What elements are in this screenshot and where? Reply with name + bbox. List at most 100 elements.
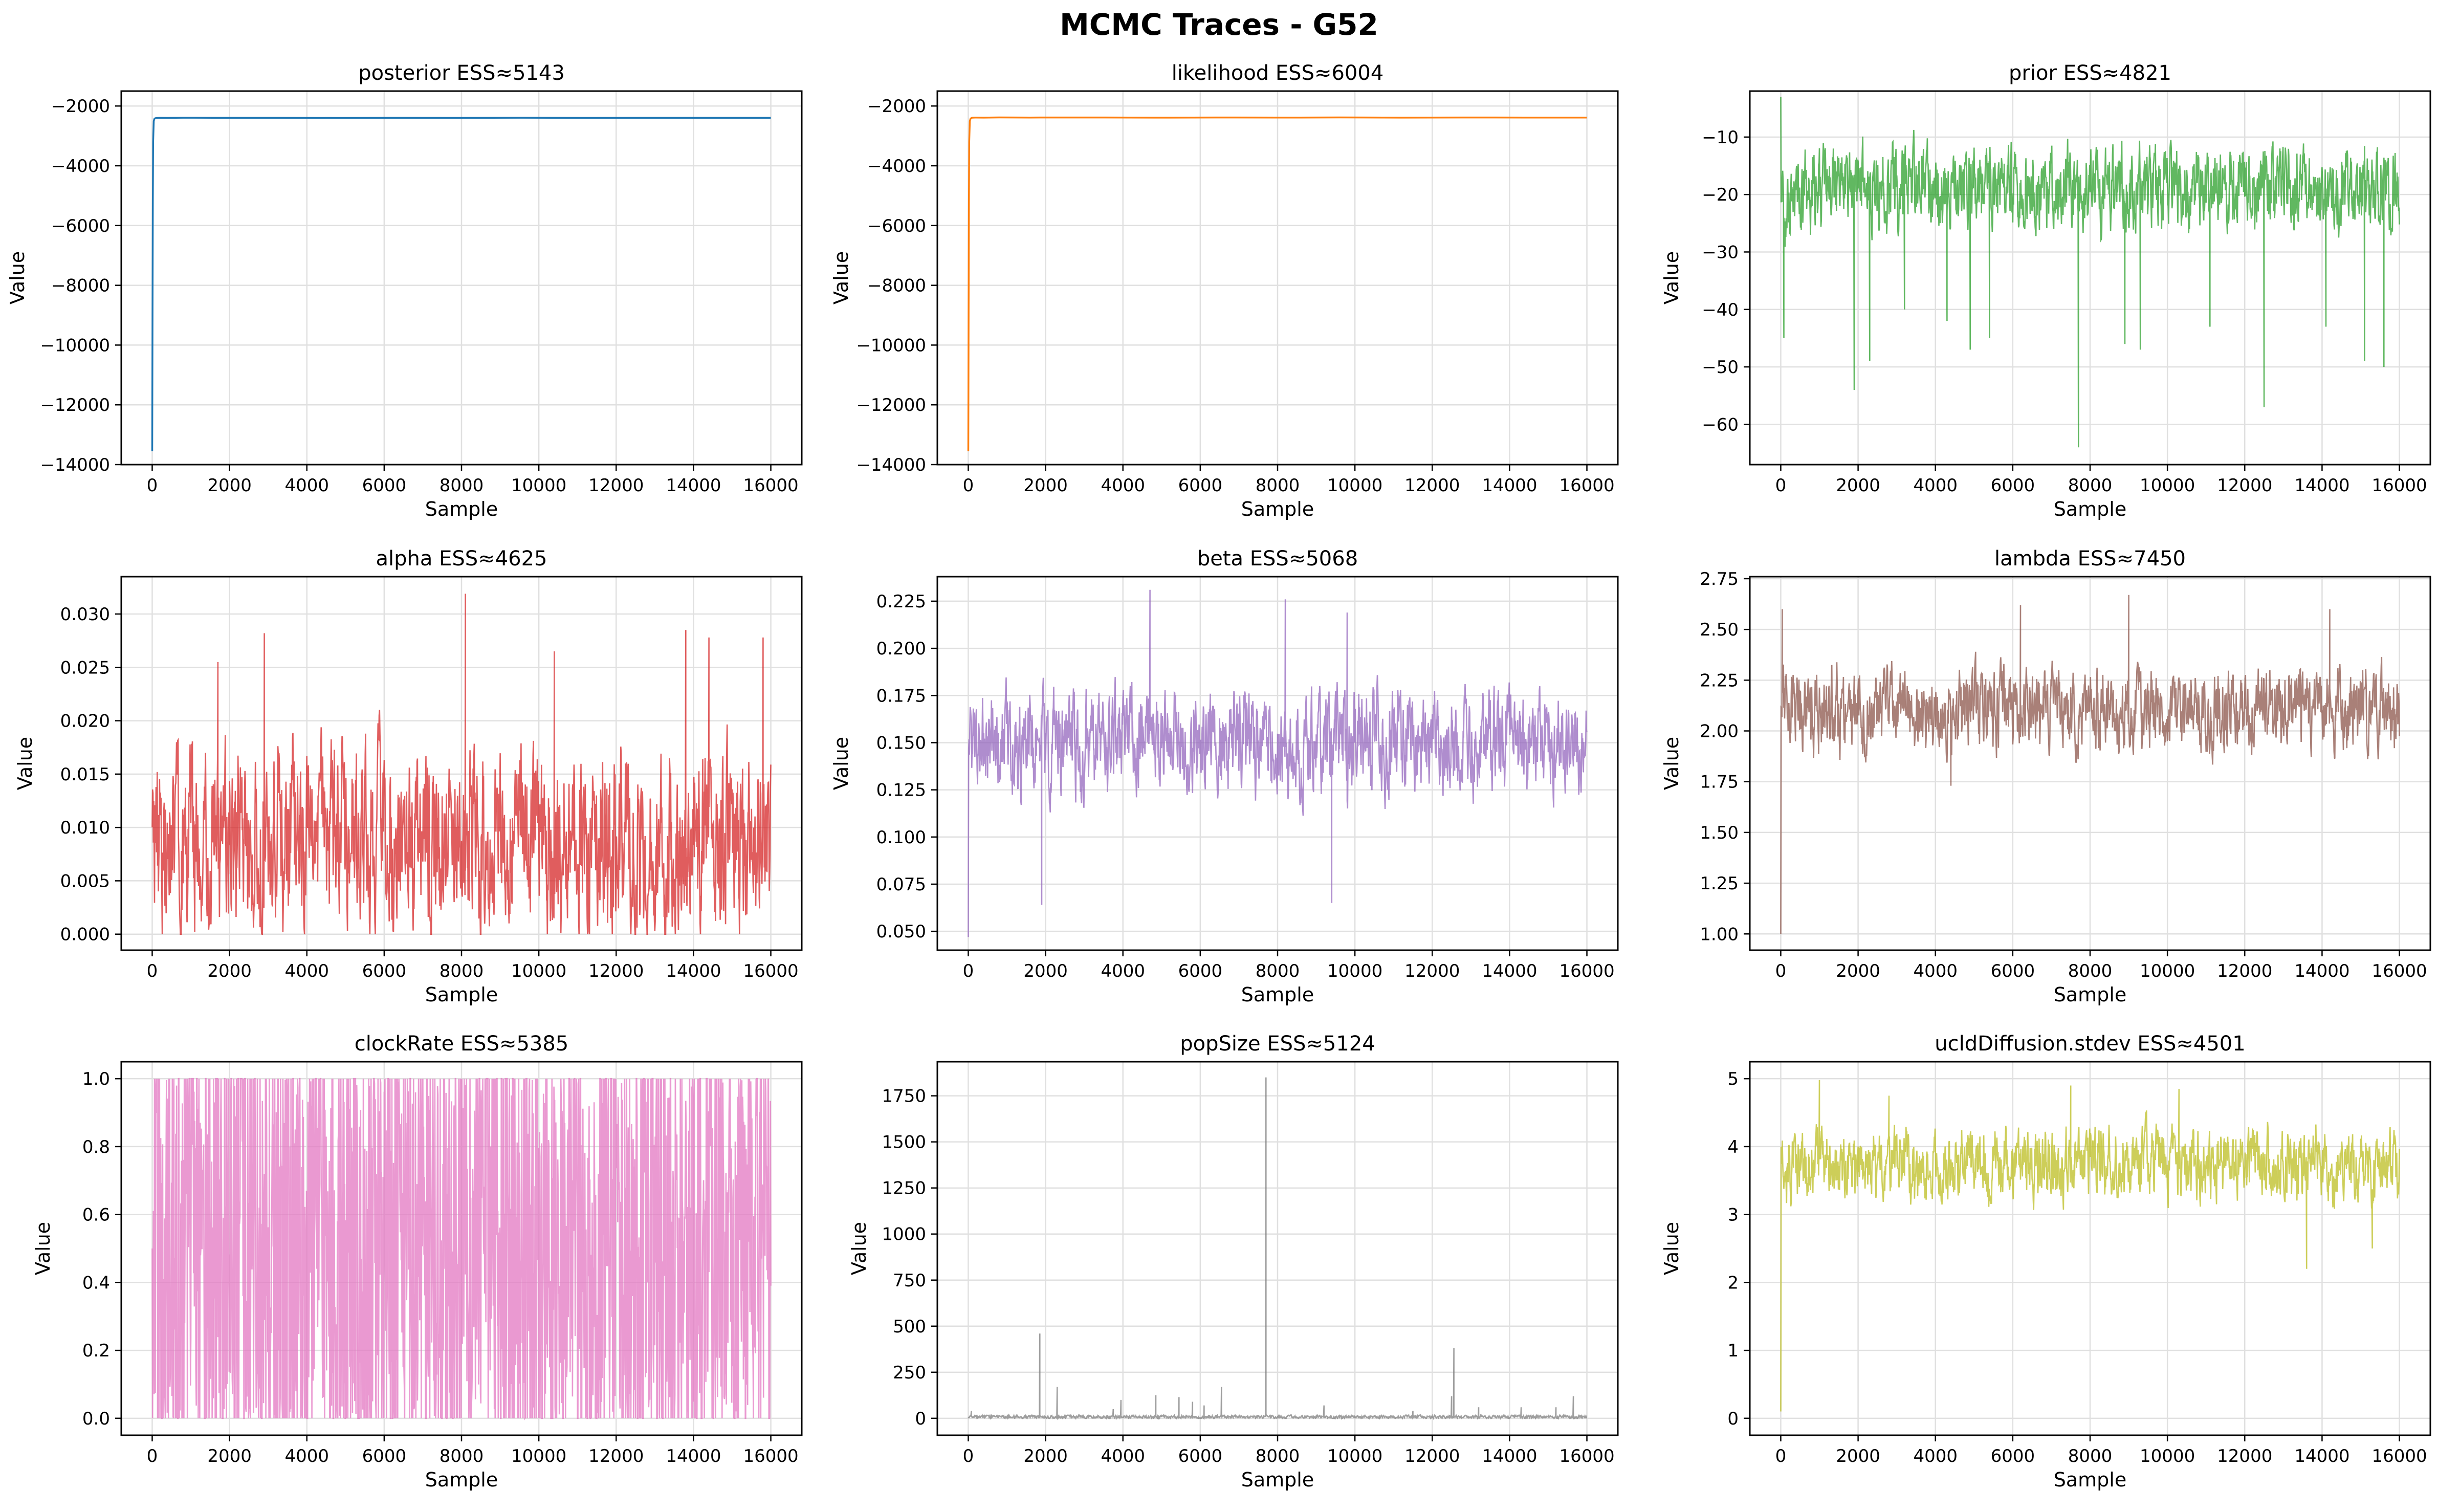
x-axis-label: Sample [2054, 498, 2126, 520]
x-tick-label: 8000 [1256, 1446, 1300, 1466]
x-tick-label: 10000 [2140, 1446, 2195, 1466]
y-axis-label: Value [848, 1222, 870, 1275]
x-tick-label: 8000 [1256, 475, 1300, 496]
panel-title: posterior ESS≈5143 [358, 61, 565, 85]
y-tick-label: −6000 [867, 216, 926, 236]
x-tick-label: 10000 [511, 1446, 566, 1466]
x-tick-label: 12000 [588, 1446, 644, 1466]
y-tick-label: −12000 [856, 395, 926, 415]
trace-panel-4: 0 2000 4000 6000 8000 10000 12000 14000 16000 0.0… [830, 547, 1619, 1006]
panel-title: ucldDiffusion.stdev ESS≈4501 [1935, 1032, 2245, 1056]
x-tick-label: 2000 [207, 961, 252, 981]
y-tick-label: 3 [1727, 1205, 1739, 1225]
y-tick-label: 1250 [882, 1178, 926, 1199]
x-tick-label: 16000 [743, 961, 798, 981]
trace-series-line [968, 589, 1588, 937]
x-tick-label: 2000 [207, 1446, 252, 1466]
x-tick-label: 14000 [666, 1446, 721, 1466]
y-tick-label: 0 [1727, 1409, 1739, 1429]
y-tick-label: −2000 [51, 96, 110, 117]
trace-series-line [967, 116, 1587, 451]
y-tick-label: −20 [1702, 185, 1739, 205]
x-tick-label: 4000 [1913, 475, 1958, 496]
x-axis-label: Sample [1241, 1469, 1314, 1491]
y-tick-label: −10000 [856, 335, 926, 356]
panel-title: prior ESS≈4821 [2009, 61, 2171, 85]
x-tick-label: 10000 [2140, 961, 2195, 981]
x-tick-label: 4000 [1101, 961, 1145, 981]
x-tick-label: 6000 [1991, 475, 2035, 496]
trace-series-line [968, 1077, 1588, 1420]
x-tick-label: 6000 [1178, 1446, 1223, 1466]
y-tick-label: 0.4 [82, 1273, 110, 1293]
y-axis-label: Value [830, 737, 852, 790]
x-tick-label: 16000 [1559, 475, 1614, 496]
x-tick-label: 14000 [666, 475, 721, 496]
panel-title: beta ESS≈5068 [1197, 547, 1358, 571]
x-tick-label: 10000 [1327, 475, 1382, 496]
x-tick-label: 10000 [2140, 475, 2195, 496]
y-tick-label: 0.0 [82, 1409, 110, 1429]
y-tick-label: −8000 [867, 276, 926, 296]
y-tick-label: −30 [1702, 242, 1739, 262]
x-tick-label: 6000 [1991, 961, 2035, 981]
x-tick-label: 4000 [1101, 1446, 1145, 1466]
x-tick-label: 12000 [588, 475, 644, 496]
x-tick-label: 0 [1775, 475, 1787, 496]
x-tick-label: 12000 [2217, 1446, 2272, 1466]
y-tick-label: −10 [1702, 127, 1739, 148]
x-tick-label: 10000 [511, 961, 566, 981]
y-tick-label: 2.25 [1700, 670, 1739, 691]
y-tick-label: 500 [893, 1317, 926, 1337]
x-axis-label: Sample [425, 983, 498, 1006]
y-tick-label: 0.000 [60, 925, 110, 945]
x-tick-label: 12000 [1404, 475, 1460, 496]
y-axis-label: Value [14, 737, 36, 790]
x-tick-label: 6000 [362, 961, 407, 981]
x-tick-label: 4000 [1913, 961, 1958, 981]
y-tick-label: 0 [915, 1409, 926, 1429]
y-tick-label: −8000 [51, 276, 110, 296]
x-axis-label: Sample [1241, 983, 1314, 1006]
y-axis-label: Value [1660, 737, 1683, 790]
x-tick-label: 2000 [1836, 1446, 1880, 1466]
y-axis-label: Value [6, 251, 29, 304]
y-tick-label: 0.020 [60, 711, 110, 732]
trace-series-line [151, 117, 771, 451]
y-tick-label: 0.225 [876, 591, 926, 612]
y-tick-label: −60 [1702, 414, 1739, 435]
trace-series-line [1780, 595, 2400, 934]
x-tick-label: 14000 [1482, 961, 1537, 981]
x-tick-label: 12000 [588, 961, 644, 981]
x-axis-label: Sample [425, 1469, 498, 1491]
x-tick-label: 16000 [2371, 961, 2427, 981]
panel-title: lambda ESS≈7450 [1994, 547, 2186, 571]
x-tick-label: 0 [147, 961, 158, 981]
y-tick-label: −4000 [867, 156, 926, 177]
y-tick-label: −14000 [856, 455, 926, 475]
panel-title: clockRate ESS≈5385 [355, 1032, 569, 1056]
y-tick-label: 0.200 [876, 639, 926, 659]
x-axis-label: Sample [425, 498, 498, 520]
y-tick-label: 1.25 [1700, 873, 1739, 894]
x-tick-label: 14000 [1482, 475, 1537, 496]
y-tick-label: 0.2 [82, 1341, 110, 1361]
x-tick-label: 6000 [1178, 475, 1223, 496]
y-tick-label: −14000 [40, 455, 110, 475]
x-tick-label: 8000 [440, 475, 484, 496]
x-tick-label: 0 [963, 475, 974, 496]
y-axis-label: Value [830, 251, 852, 304]
x-tick-label: 8000 [440, 961, 484, 981]
y-tick-label: 1500 [882, 1132, 926, 1153]
y-tick-label: −50 [1702, 357, 1739, 378]
trace-series-line [151, 1078, 772, 1421]
y-tick-label: −6000 [51, 216, 110, 236]
x-tick-label: 0 [963, 1446, 974, 1466]
trace-panel-6: 0 2000 4000 6000 8000 10000 12000 14000 16000 0.0… [32, 1032, 803, 1491]
y-tick-label: 1.75 [1700, 772, 1739, 793]
x-tick-label: 14000 [2294, 475, 2349, 496]
trace-panel-3: 0 2000 4000 6000 8000 10000 12000 14000 16000 0.0… [14, 547, 803, 1006]
x-tick-label: 6000 [362, 475, 407, 496]
x-tick-label: 8000 [2068, 1446, 2113, 1466]
x-tick-label: 14000 [2294, 1446, 2349, 1466]
